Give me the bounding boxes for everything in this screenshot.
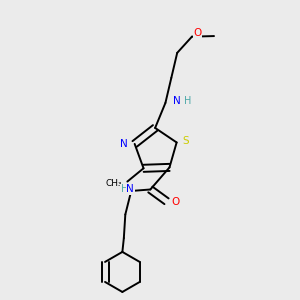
Text: O: O (194, 28, 202, 38)
Text: N: N (173, 96, 181, 106)
Text: N: N (120, 139, 128, 149)
Text: O: O (172, 197, 180, 207)
Text: CH₃: CH₃ (105, 179, 122, 188)
Text: H: H (184, 96, 191, 106)
Text: H: H (121, 184, 128, 194)
Text: N: N (126, 184, 134, 194)
Text: S: S (182, 136, 189, 146)
